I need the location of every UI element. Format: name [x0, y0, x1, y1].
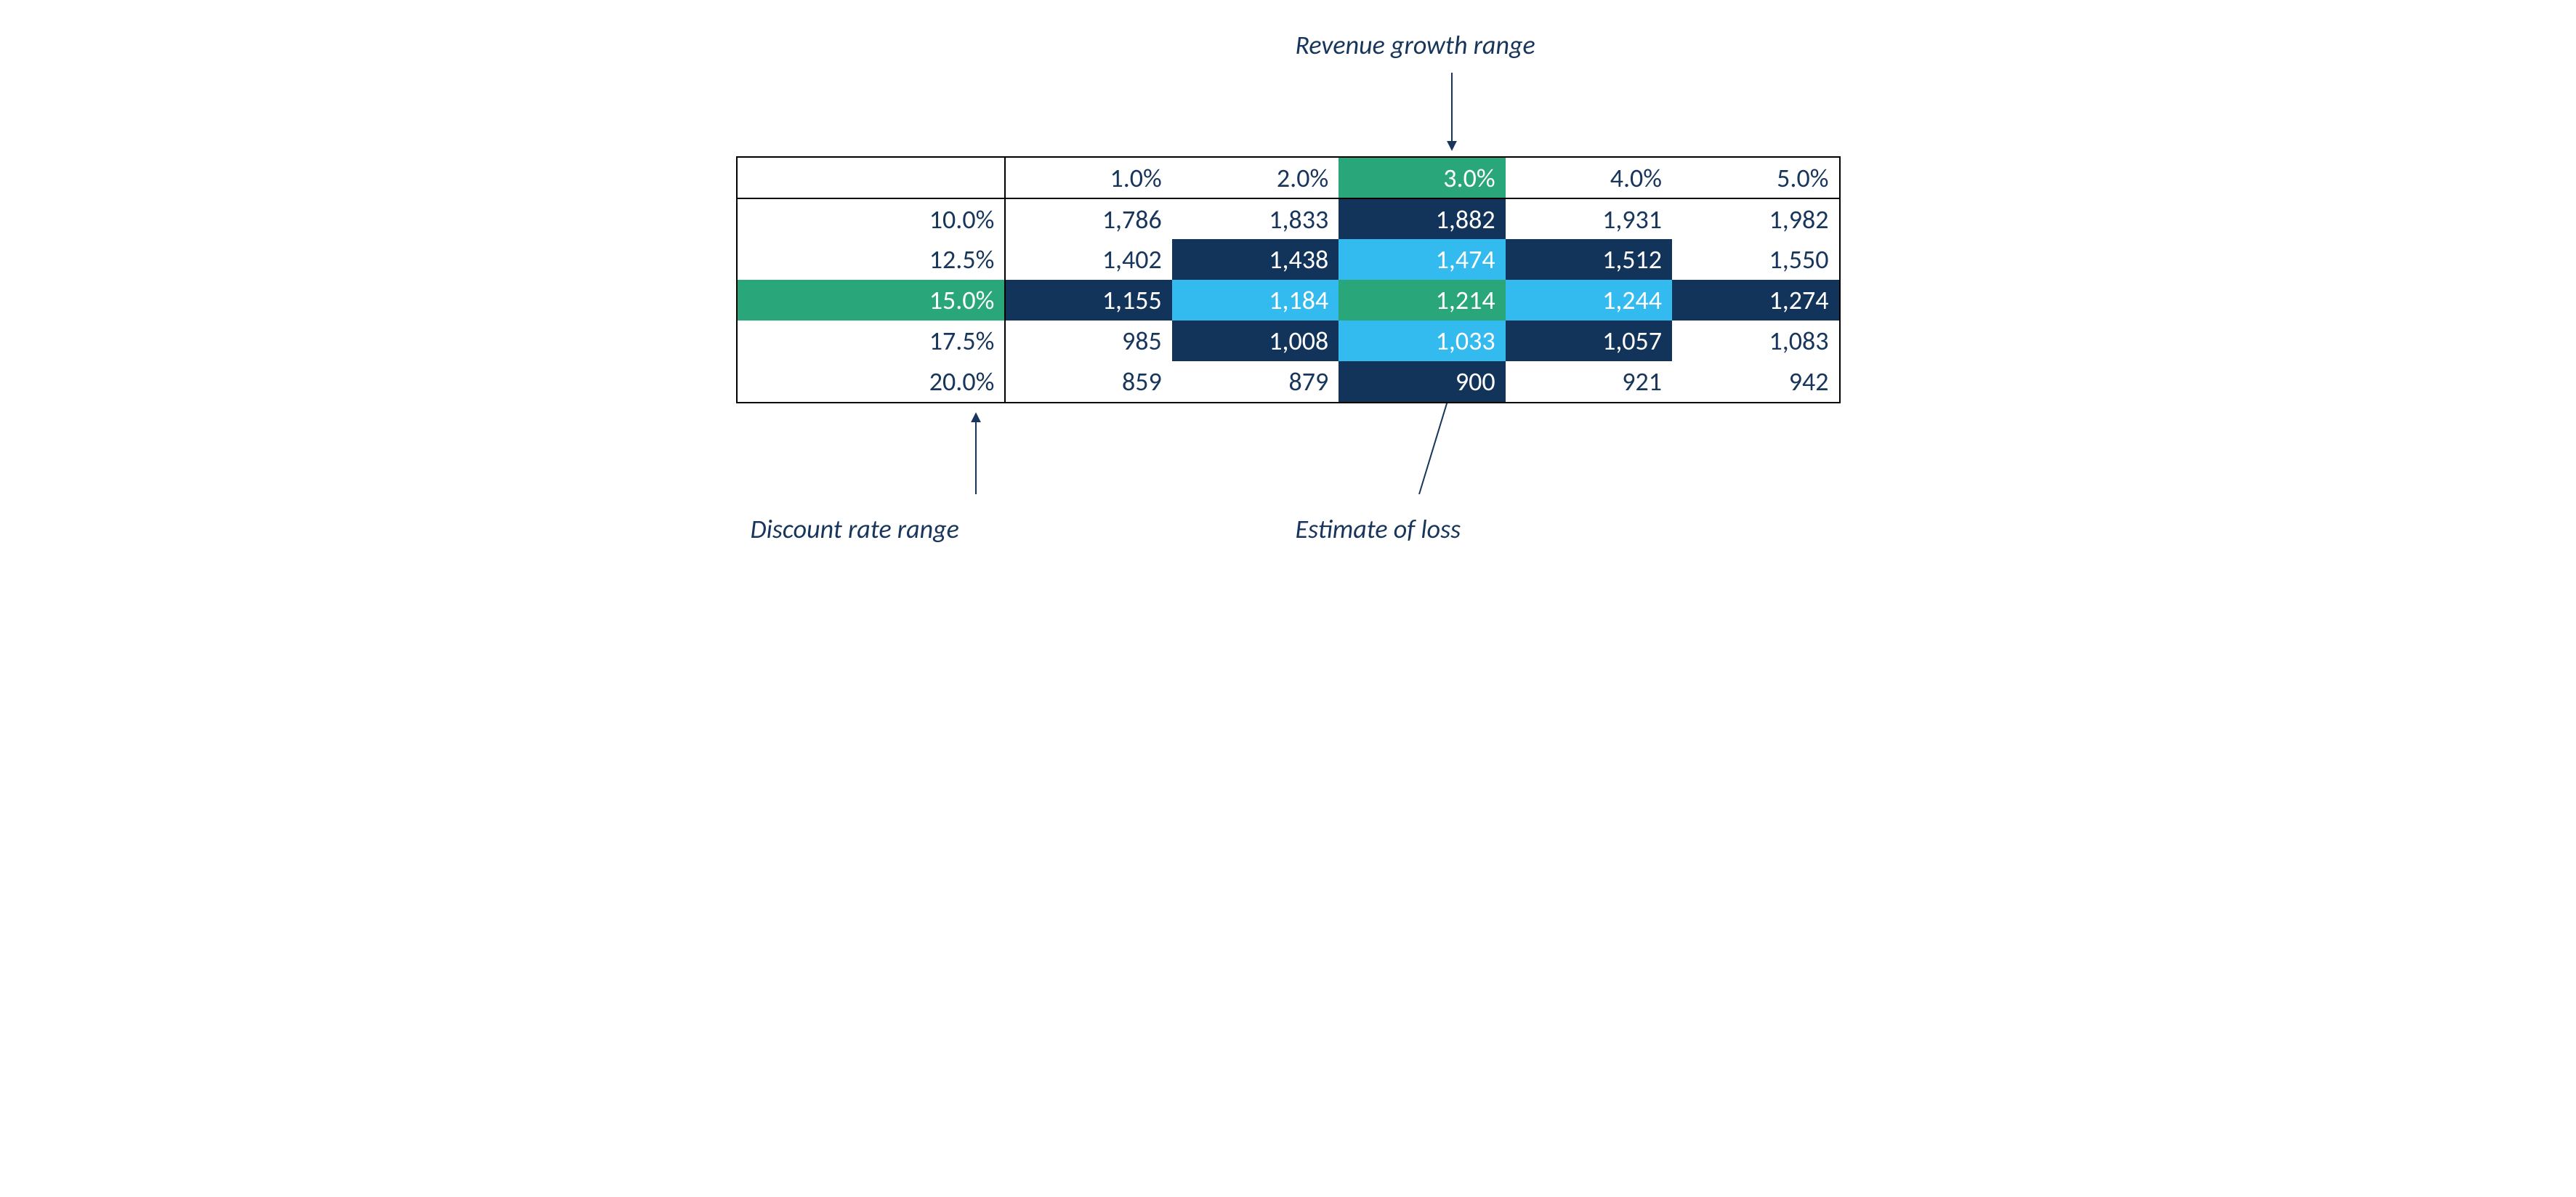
col-header: 4.0% — [1506, 158, 1672, 198]
table-cell: 1,474 — [1339, 239, 1505, 280]
table-cell: 1,550 — [1672, 239, 1838, 280]
table-cell: 1,008 — [1172, 321, 1339, 361]
sensitivity-table: 1.0%2.0%3.0%4.0%5.0%10.0%1,7861,8331,882… — [738, 158, 1839, 402]
table-cell: 900 — [1339, 361, 1505, 402]
table-cell: 1,184 — [1172, 280, 1339, 321]
table-row: 12.5%1,4021,4381,4741,5121,550 — [738, 239, 1839, 280]
table-cell: 1,083 — [1672, 321, 1838, 361]
table-cell: 1,882 — [1339, 198, 1505, 239]
sensitivity-container: Revenue growth range 1.0%2.0%3.0%4.0%5.0… — [736, 29, 1841, 545]
table-row: 20.0%859879900921942 — [738, 361, 1839, 402]
table-header-row: 1.0%2.0%3.0%4.0%5.0% — [738, 158, 1839, 198]
table-cell: 1,931 — [1506, 198, 1672, 239]
table-cell: 1,438 — [1172, 239, 1339, 280]
col-header: 5.0% — [1672, 158, 1838, 198]
col-header: 1.0% — [1005, 158, 1171, 198]
table-cell: 985 — [1005, 321, 1171, 361]
table-cell: 1,982 — [1672, 198, 1838, 239]
table-cell: 1,214 — [1339, 280, 1505, 321]
table-cell: 1,155 — [1005, 280, 1171, 321]
row-label: 15.0% — [738, 280, 1006, 321]
table-cell: 879 — [1172, 361, 1339, 402]
row-label: 12.5% — [738, 239, 1006, 280]
table-cell: 1,057 — [1506, 321, 1672, 361]
table-cell: 1,274 — [1672, 280, 1838, 321]
table-cell: 942 — [1672, 361, 1838, 402]
table-cell: 1,033 — [1339, 321, 1505, 361]
col-header: 2.0% — [1172, 158, 1339, 198]
table-cell: 859 — [1005, 361, 1171, 402]
table-cell: 1,833 — [1172, 198, 1339, 239]
row-label: 10.0% — [738, 198, 1006, 239]
col-header: 3.0% — [1339, 158, 1505, 198]
table-corner-blank — [738, 158, 1006, 198]
annotation-revenue-growth: Revenue growth range — [1296, 29, 1535, 61]
table-cell: 1,512 — [1506, 239, 1672, 280]
table-row: 10.0%1,7861,8331,8821,9311,982 — [738, 198, 1839, 239]
table-cell: 921 — [1506, 361, 1672, 402]
table-row: 15.0%1,1551,1841,2141,2441,274 — [738, 280, 1839, 321]
table-cell: 1,786 — [1005, 198, 1171, 239]
row-label: 20.0% — [738, 361, 1006, 402]
sensitivity-table-wrap: 1.0%2.0%3.0%4.0%5.0%10.0%1,7861,8331,882… — [736, 156, 1841, 403]
table-cell: 1,402 — [1005, 239, 1171, 280]
table-cell: 1,244 — [1506, 280, 1672, 321]
row-label: 17.5% — [738, 321, 1006, 361]
annotation-discount-rate: Discount rate range — [751, 513, 959, 545]
annotation-estimate-loss: Estimate of loss — [1296, 513, 1461, 545]
table-row: 17.5%9851,0081,0331,0571,083 — [738, 321, 1839, 361]
